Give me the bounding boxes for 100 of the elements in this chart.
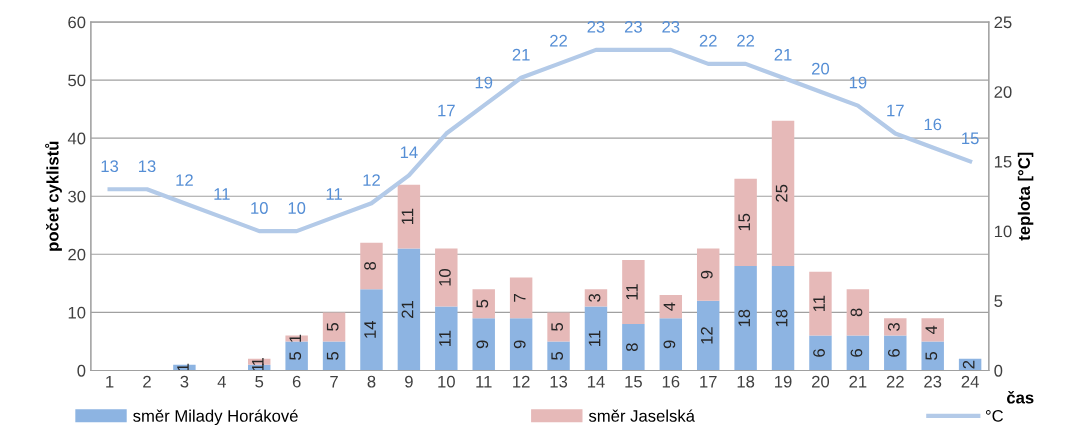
data-label: 17 bbox=[887, 104, 904, 117]
x-tick-label: 20 bbox=[812, 375, 830, 388]
bar bbox=[285, 341, 308, 371]
bar bbox=[884, 335, 907, 371]
y2-tick-label: 0 bbox=[994, 364, 1003, 377]
data-label: 22 bbox=[737, 34, 755, 47]
data-label: 16 bbox=[924, 118, 942, 131]
data-label: 3 bbox=[588, 293, 601, 302]
data-label: 4 bbox=[663, 302, 676, 311]
x-tick-label: 22 bbox=[886, 375, 904, 388]
data-label: 19 bbox=[475, 76, 493, 89]
data-label: 5 bbox=[326, 322, 339, 331]
bar bbox=[509, 318, 533, 371]
bar bbox=[322, 312, 346, 342]
y2-tick-label: 5 bbox=[994, 295, 1003, 307]
bar bbox=[771, 265, 795, 371]
bar bbox=[659, 318, 683, 371]
bar bbox=[734, 265, 757, 371]
data-label: 12 bbox=[363, 174, 380, 186]
data-label: 22 bbox=[550, 34, 567, 47]
y-tick-label: 0 bbox=[77, 364, 86, 377]
data-label: 10 bbox=[438, 268, 451, 286]
bar bbox=[472, 289, 495, 319]
data-label: 5 bbox=[925, 351, 938, 360]
y-tick-label: 60 bbox=[68, 16, 86, 29]
data-label: 8 bbox=[850, 308, 863, 317]
x-tick-label: 13 bbox=[550, 375, 568, 388]
data-label: 1 bbox=[252, 357, 264, 366]
data-label: 9 bbox=[663, 340, 676, 349]
data-label: 11 bbox=[326, 188, 342, 200]
x-tick-label: 14 bbox=[587, 375, 605, 388]
x-tick-label: 12 bbox=[513, 375, 530, 388]
bar bbox=[884, 318, 907, 336]
data-label: 21 bbox=[512, 48, 530, 61]
bar bbox=[659, 294, 683, 319]
data-label: 11 bbox=[588, 330, 601, 346]
x-tick-label: 24 bbox=[961, 375, 979, 388]
data-label: 6 bbox=[850, 349, 863, 357]
data-label: 13 bbox=[138, 160, 156, 173]
bar bbox=[846, 289, 870, 336]
data-label: 18 bbox=[738, 309, 751, 327]
bar bbox=[809, 271, 832, 336]
bar bbox=[771, 120, 795, 266]
data-label: 20 bbox=[812, 62, 830, 75]
bar bbox=[846, 335, 870, 371]
y-tick-label: 40 bbox=[67, 132, 86, 145]
y-tick-label: 20 bbox=[68, 248, 86, 261]
bar bbox=[435, 248, 458, 307]
data-label: 12 bbox=[176, 174, 193, 186]
x-tick-label: 23 bbox=[924, 375, 942, 388]
data-label: 5 bbox=[551, 322, 564, 331]
bar bbox=[547, 312, 570, 342]
data-label: 15 bbox=[738, 213, 751, 231]
legend-label: směr Jaselská bbox=[588, 409, 695, 422]
x-tick-label: 2 bbox=[143, 375, 151, 388]
data-label: 5 bbox=[289, 351, 302, 360]
x-axis-title: čas bbox=[1007, 390, 1034, 404]
bar bbox=[809, 335, 832, 371]
x-tick-label: 9 bbox=[405, 375, 413, 388]
data-label: 21 bbox=[401, 301, 414, 318]
x-tick-label: 15 bbox=[625, 375, 642, 388]
y2-tick-label: 10 bbox=[994, 225, 1012, 238]
bar bbox=[397, 184, 421, 249]
bar bbox=[696, 248, 720, 301]
data-label: 14 bbox=[364, 321, 376, 338]
data-label: 11 bbox=[401, 208, 414, 224]
data-label: 14 bbox=[400, 146, 418, 158]
x-tick-label: 4 bbox=[217, 375, 226, 388]
data-label: 6 bbox=[813, 349, 825, 357]
x-tick-label: 6 bbox=[292, 375, 301, 388]
bar bbox=[696, 300, 720, 371]
data-label: 1 bbox=[289, 334, 301, 342]
x-tick-label: 17 bbox=[700, 375, 717, 388]
x-tick-label: 18 bbox=[737, 375, 755, 388]
data-label: 12 bbox=[700, 327, 713, 344]
data-label: 8 bbox=[364, 262, 376, 270]
x-tick-label: 7 bbox=[330, 375, 338, 388]
x-tick-label: 10 bbox=[438, 375, 455, 388]
bar bbox=[584, 306, 608, 371]
x-tick-label: 3 bbox=[180, 375, 189, 388]
data-label: 3 bbox=[887, 322, 900, 331]
y-tick-label: 50 bbox=[68, 74, 86, 87]
data-label: 11 bbox=[214, 188, 230, 200]
data-label: 10 bbox=[251, 202, 268, 214]
y2-axis-title: teplota [°C] bbox=[1017, 152, 1034, 241]
bar bbox=[435, 306, 458, 371]
data-label: 17 bbox=[438, 104, 455, 117]
x-tick-label: 21 bbox=[849, 375, 867, 388]
x-tick-label: 16 bbox=[662, 375, 680, 388]
bar bbox=[397, 248, 421, 371]
data-label: 11 bbox=[813, 295, 825, 312]
bar bbox=[622, 260, 645, 324]
legend-label: směr Milady Horákové bbox=[133, 409, 298, 426]
bar bbox=[360, 289, 383, 371]
x-tick-label: 1 bbox=[106, 375, 114, 388]
bar bbox=[921, 341, 944, 371]
bar bbox=[622, 323, 645, 371]
legend-label: °C bbox=[985, 410, 1004, 422]
bar bbox=[584, 289, 608, 307]
data-label: 13 bbox=[101, 160, 119, 173]
